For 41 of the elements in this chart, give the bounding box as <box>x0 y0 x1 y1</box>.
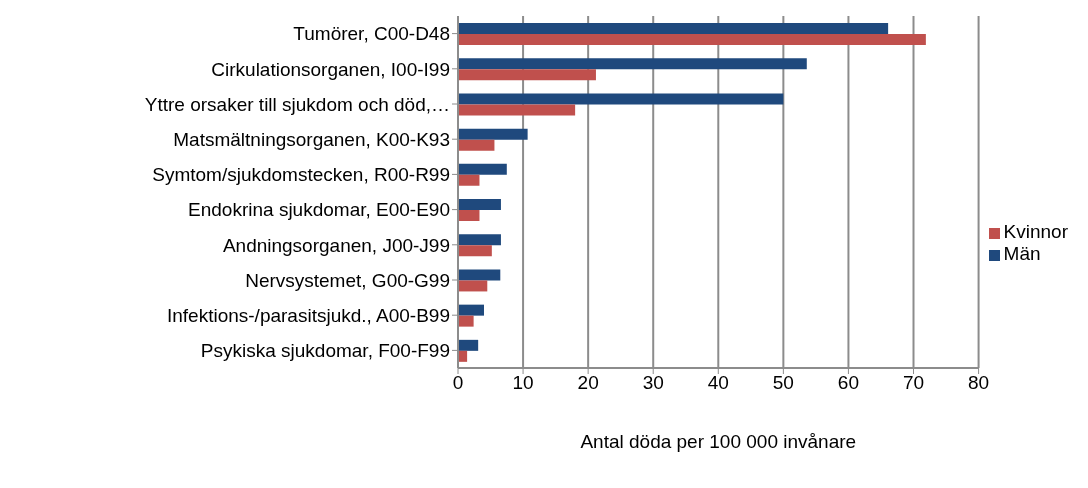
y-tick-label: Endokrina sjukdomar, E00-E90 <box>188 199 450 221</box>
bar <box>458 199 501 211</box>
x-tick-label: 50 <box>772 372 794 394</box>
x-tick-label: 0 <box>452 372 464 394</box>
x-tick-label: 30 <box>642 372 664 394</box>
y-tick-label: Tumörer, C00-D48 <box>293 23 450 45</box>
y-tick-label: Symtom/sjukdomstecken, R00-R99 <box>152 164 450 186</box>
y-tick-label: Infektions-/parasitsjukd., A00-B99 <box>166 304 450 326</box>
bar <box>458 93 784 105</box>
x-axis-title: Antal döda per 100 000 invånare <box>580 431 857 452</box>
y-tick-label: Nervsystemet, G00-G99 <box>245 269 450 291</box>
x-tick-label: 40 <box>707 372 729 394</box>
x-tick-label: 20 <box>577 372 599 394</box>
bar <box>458 139 495 151</box>
x-tick-label: 60 <box>837 372 859 394</box>
bar <box>458 163 507 175</box>
bar <box>458 104 576 116</box>
bar <box>458 280 488 292</box>
bar <box>458 58 807 70</box>
x-tick-label: 10 <box>512 372 534 394</box>
bar <box>458 34 926 46</box>
y-tick-label: Cirkulationsorganen, I00-I99 <box>211 58 450 80</box>
bar <box>458 339 479 351</box>
legend-label: Män <box>1003 243 1041 264</box>
x-tick-label: 80 <box>968 372 990 394</box>
bar <box>458 23 889 35</box>
bar <box>458 245 492 257</box>
x-tick-label: 70 <box>902 372 925 394</box>
bar <box>458 234 501 246</box>
y-tick-label: Matsmältningsorganen, K00-K93 <box>173 128 450 150</box>
bar <box>458 304 485 316</box>
bar <box>458 128 528 140</box>
bar <box>458 315 474 327</box>
legend-label: Kvinnor <box>1003 221 1068 242</box>
y-tick-label: Yttre orsaker till sjukdom och död,… <box>144 93 450 115</box>
y-tick-label: Psykiska sjukdomar, F00-F99 <box>200 340 450 362</box>
bar <box>458 69 596 81</box>
bar <box>458 269 501 281</box>
y-tick-label: Andningsorganen, J00-J99 <box>222 234 450 256</box>
bar <box>458 210 480 222</box>
bar <box>458 174 480 186</box>
